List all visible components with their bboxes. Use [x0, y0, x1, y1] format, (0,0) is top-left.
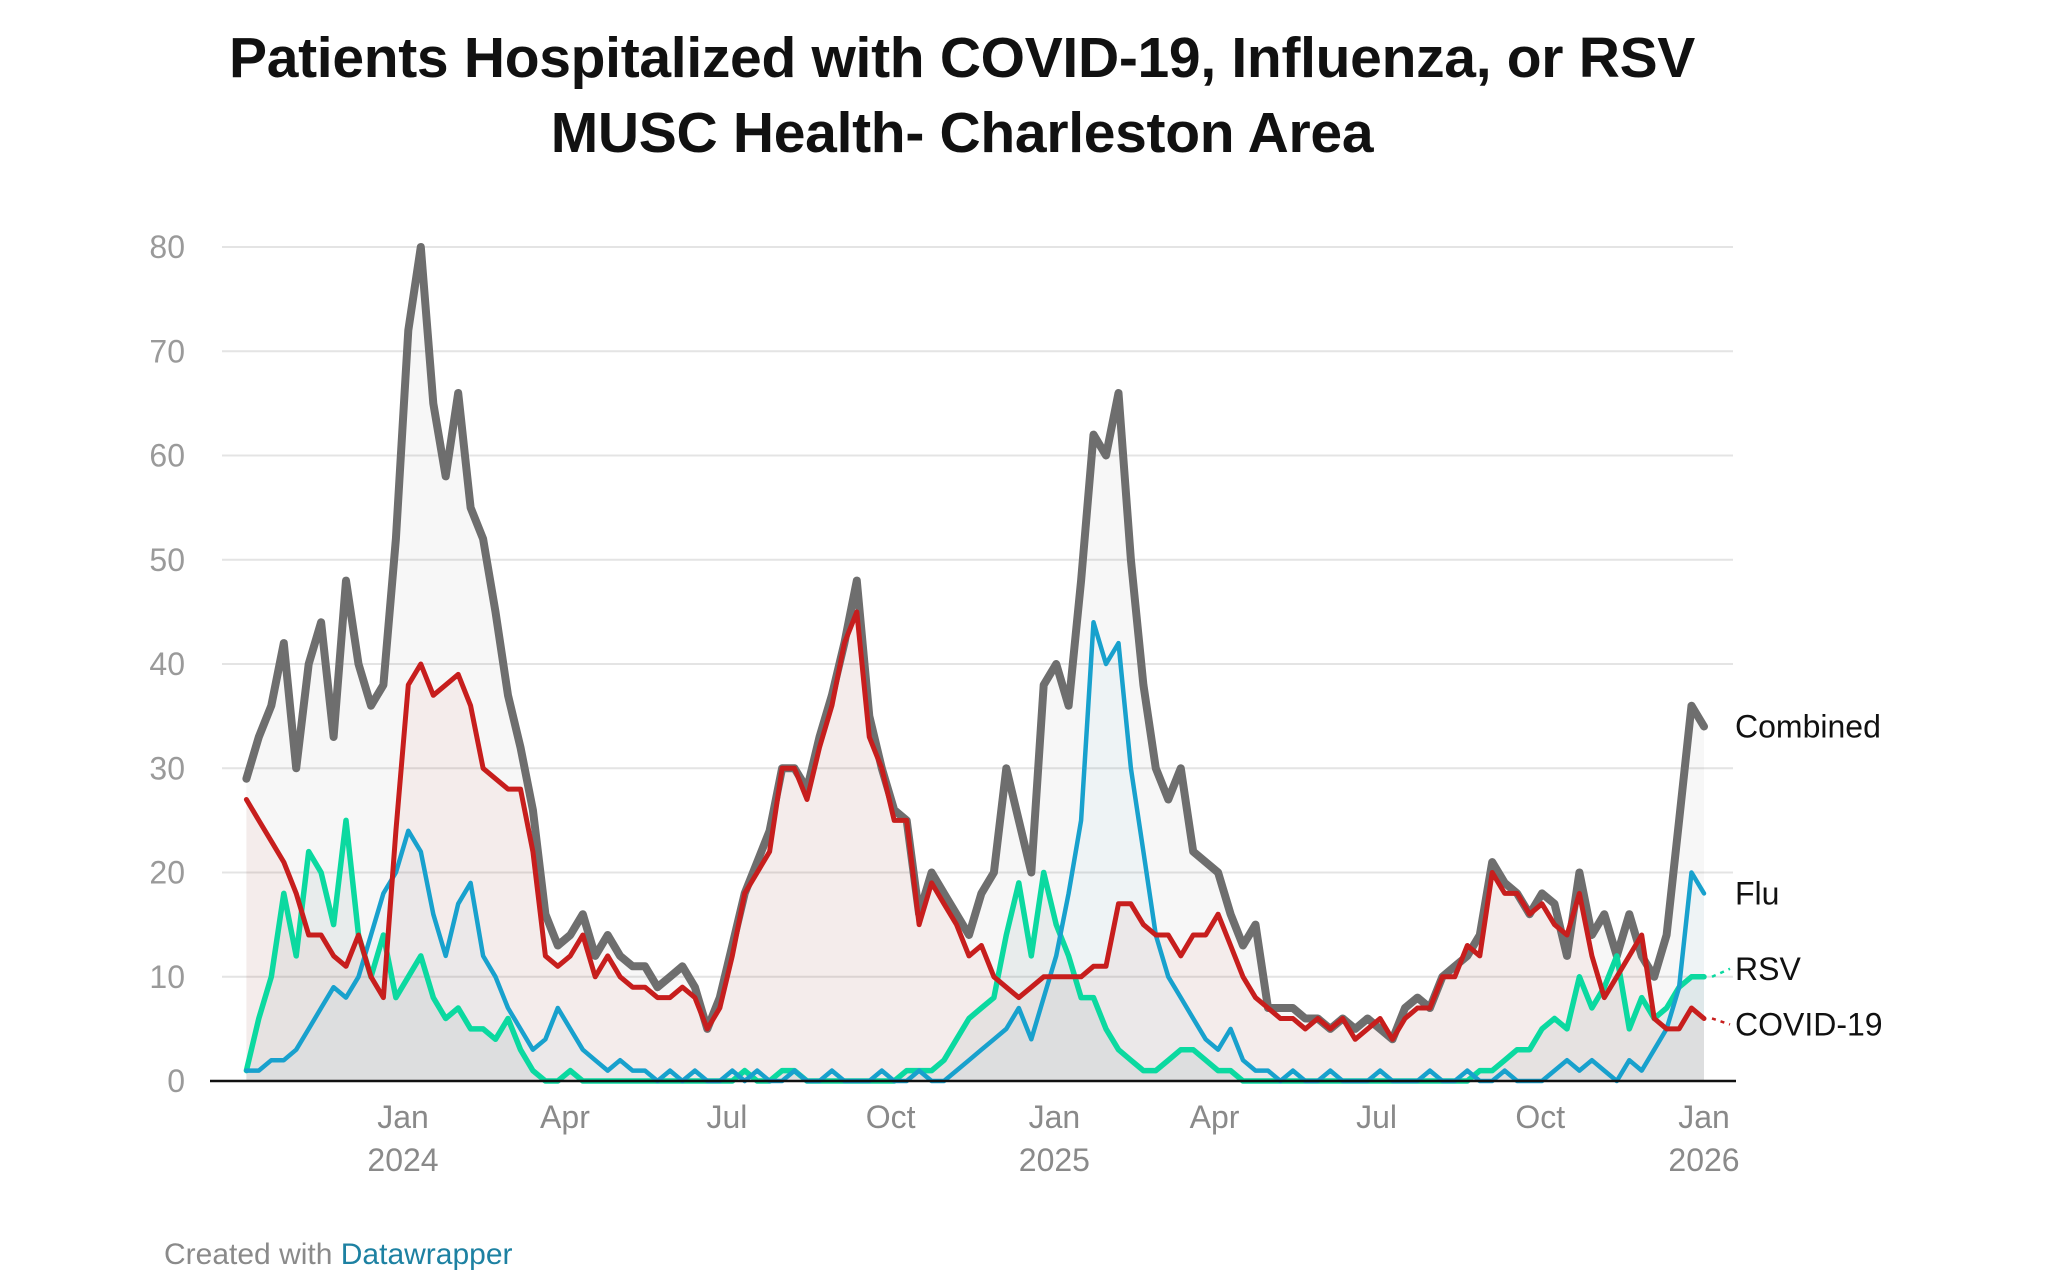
flu-line — [244, 620, 1707, 1084]
y-tick-label: 50 — [149, 542, 185, 578]
combined-series-label: Combined — [1735, 709, 1881, 745]
covid-19-series-label: COVID-19 — [1735, 1006, 1883, 1042]
x-tick-label: Jul — [706, 1099, 747, 1135]
x-tick-year: 2024 — [367, 1142, 438, 1178]
covid-19-label-leader — [1711, 1017, 1731, 1026]
chart-title: Patients Hospitalized with COVID-19, Inf… — [228, 26, 1696, 90]
series-labels: Combined RSV Flu COVID-19 — [1711, 709, 1883, 1042]
flu-series-label: Flu — [1735, 875, 1779, 911]
x-tick-label: Jan — [377, 1099, 429, 1135]
y-tick-label: 30 — [149, 750, 185, 786]
covid-19-line — [243, 609, 1707, 1042]
x-tick-label: Apr — [540, 1099, 590, 1135]
x-tick-label: Oct — [866, 1099, 916, 1135]
gridlines — [222, 246, 1733, 978]
rsv-label-leader — [1711, 967, 1731, 978]
y-tick-label: 70 — [149, 333, 185, 369]
x-axis-ticks: Jan 2024 Apr Jul Oct Jan 2025 Apr Jul Oct Jan 2026 — [367, 1099, 1739, 1178]
y-tick-label: 60 — [149, 438, 185, 474]
chart-subtitle: MUSC Health- Charleston Area — [550, 101, 1374, 165]
x-tick-label: Apr — [1190, 1099, 1240, 1135]
y-tick-label: 40 — [149, 646, 185, 682]
y-tick-label: 10 — [149, 959, 185, 995]
datawrapper-link[interactable]: Datawrapper — [340, 1238, 513, 1271]
x-tick-year: 2026 — [1668, 1142, 1739, 1178]
x-tick-label: Jan — [1678, 1099, 1730, 1135]
y-tick-label: 80 — [149, 229, 185, 265]
x-tick-label: Oct — [1515, 1099, 1565, 1135]
footer-prefix: Created with — [164, 1238, 333, 1271]
x-tick-label: Jul — [1356, 1099, 1397, 1135]
y-tick-label: 0 — [167, 1063, 185, 1099]
y-axis-ticks: 0 10 20 30 40 50 60 70 80 — [149, 229, 185, 1099]
x-tick-label: Jan — [1029, 1099, 1081, 1135]
x-tick-year: 2025 — [1019, 1142, 1090, 1178]
flu-area — [246, 622, 1704, 1081]
combined-area — [246, 247, 1704, 1081]
rsv-area — [246, 820, 1704, 1081]
y-tick-label: 20 — [149, 855, 185, 891]
rsv-series-label: RSV — [1735, 951, 1801, 987]
footer-credit: Created with Datawrapper — [164, 1238, 513, 1272]
